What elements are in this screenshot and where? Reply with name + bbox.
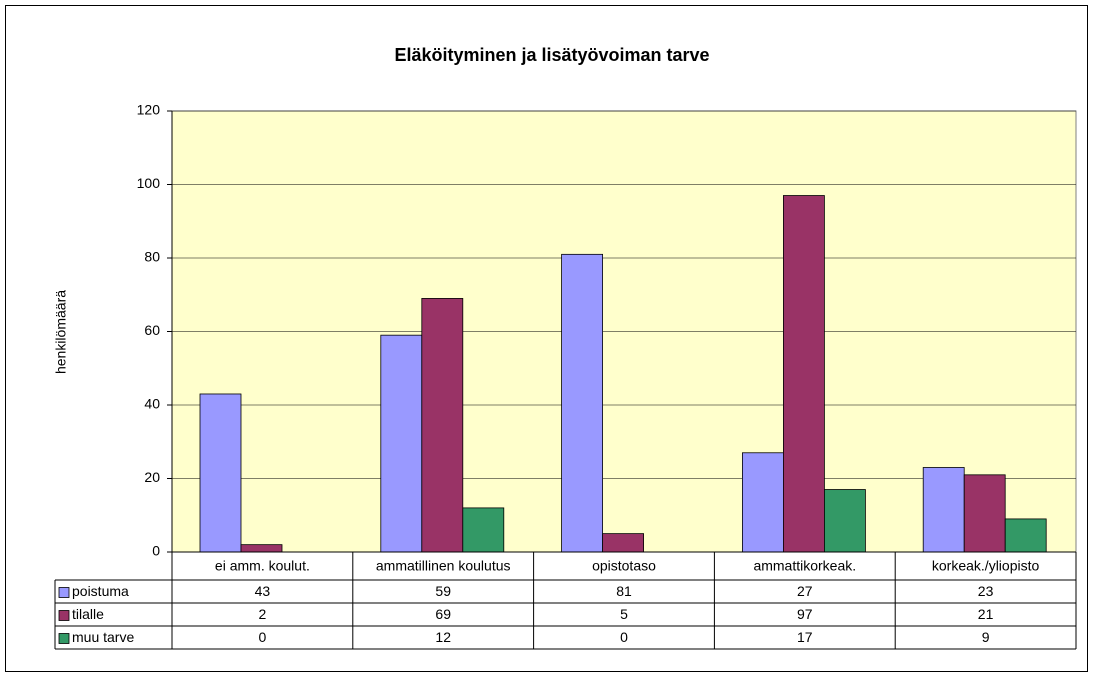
- bar: [561, 253, 603, 553]
- bar: [824, 489, 866, 553]
- y-tick-label: 40: [144, 396, 160, 412]
- legend-label: poistuma: [72, 583, 129, 599]
- chart-title: Eläköityminen ja lisätyövoiman tarve: [394, 45, 709, 65]
- table-value: 27: [797, 583, 813, 599]
- bar: [462, 507, 505, 553]
- legend-key: [58, 633, 70, 644]
- table-value: 0: [620, 629, 628, 645]
- legend-label: tilalle: [72, 606, 104, 622]
- bar: [199, 393, 242, 553]
- table-value: 9: [982, 629, 990, 645]
- table-value: 81: [616, 583, 632, 599]
- x-tick-label: ei amm. koulut.: [215, 558, 310, 574]
- bar: [380, 334, 423, 553]
- bar: [783, 195, 825, 553]
- bar: [742, 452, 784, 553]
- table-value: 43: [255, 583, 271, 599]
- x-tick-label: korkeak./yliopisto: [932, 558, 1040, 574]
- y-tick-label: 80: [144, 249, 160, 265]
- y-axis-label: henkilömäärä: [53, 290, 69, 374]
- y-tick-label: 100: [137, 175, 161, 191]
- table-value: 23: [978, 583, 994, 599]
- legend-key: [58, 610, 70, 621]
- table-value: 12: [435, 629, 451, 645]
- bar: [240, 544, 283, 553]
- y-tick-label: 60: [144, 322, 160, 338]
- x-tick-label: opistotaso: [592, 558, 656, 574]
- bar: [922, 467, 965, 553]
- bar: [421, 298, 464, 553]
- table-value: 2: [259, 606, 267, 622]
- x-tick-label: ammatillinen koulutus: [376, 558, 511, 574]
- x-tick-label: ammattikorkeak.: [753, 558, 856, 574]
- table-value: 5: [620, 606, 628, 622]
- table-value: 59: [435, 583, 451, 599]
- y-tick-label: 20: [144, 469, 160, 485]
- legend-label: muu tarve: [72, 629, 134, 645]
- bar: [963, 474, 1006, 553]
- table-value: 97: [797, 606, 813, 622]
- legend-key: [58, 587, 70, 598]
- table-value: 0: [259, 629, 267, 645]
- table-value: 17: [797, 629, 813, 645]
- bar: [1004, 518, 1047, 553]
- table-value: 69: [435, 606, 451, 622]
- bar: [602, 533, 644, 553]
- table-value: 21: [978, 606, 994, 622]
- y-tick-label: 120: [137, 102, 161, 118]
- y-tick-label: 0: [152, 543, 160, 559]
